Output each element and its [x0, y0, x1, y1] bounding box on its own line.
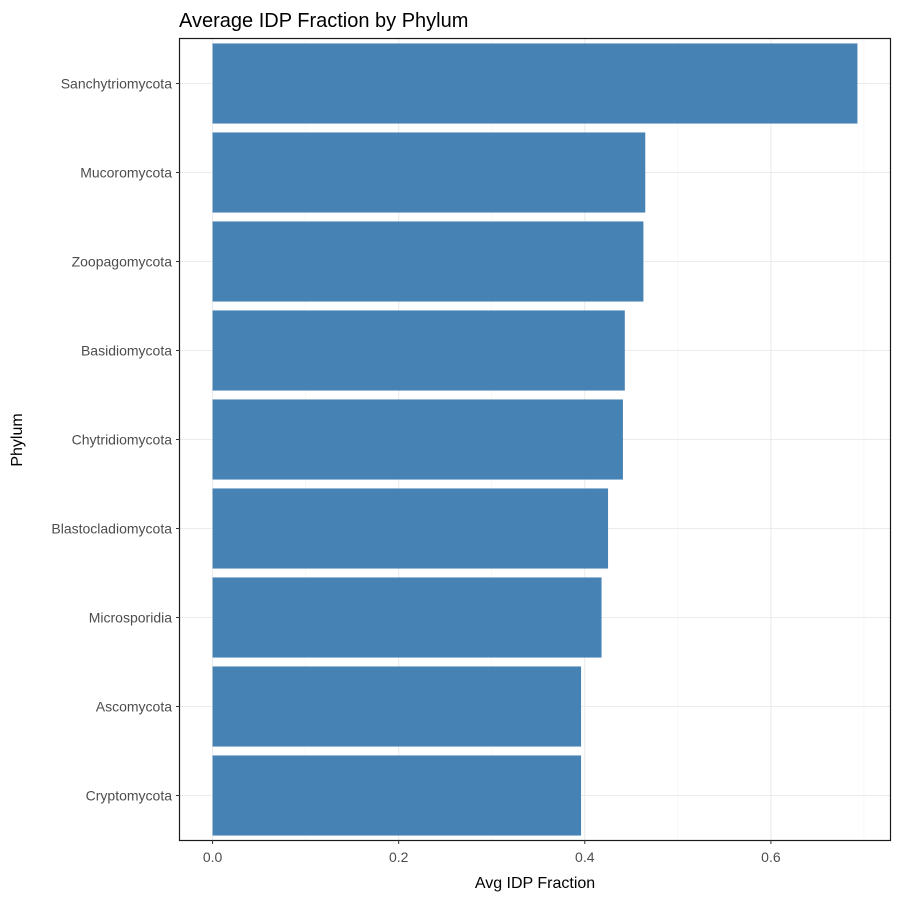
bar-microsporidia — [212, 577, 602, 658]
y-tick-label: Zoopagomycota — [72, 254, 173, 270]
bar-ascomycota — [212, 666, 582, 747]
x-tick-label: 0.2 — [389, 849, 409, 865]
x-tick-label: 0.0 — [203, 849, 223, 865]
y-tick-label: Chytridiomycota — [72, 432, 173, 448]
y-axis-title: Phylum — [9, 413, 26, 466]
bars — [212, 43, 858, 836]
x-axis-ticks: 0.0 0.2 0.4 0.6 — [203, 840, 781, 865]
bar-zoopagomycota — [212, 221, 644, 302]
y-tick-label: Sanchytriomycota — [61, 76, 172, 92]
y-tick-label: Microsporidia — [89, 610, 172, 626]
y-tick-label: Blastocladiomycota — [51, 521, 172, 537]
y-tick-label: Basidiomycota — [81, 343, 172, 359]
y-tick-label: Ascomycota — [96, 699, 172, 715]
chart-title: Average IDP Fraction by Phylum — [179, 10, 468, 32]
y-tick-label: Mucoromycota — [80, 165, 172, 181]
x-tick-label: 0.4 — [575, 849, 595, 865]
x-tick-label: 0.6 — [761, 849, 781, 865]
bar-chytridiomycota — [212, 399, 623, 480]
x-axis-title: Avg IDP Fraction — [475, 875, 595, 892]
bar-cryptomycota — [212, 755, 582, 836]
bar-basidiomycota — [212, 310, 625, 391]
bar-mucoromycota — [212, 132, 646, 213]
y-axis-ticks: Sanchytriomycota Mucoromycota Zoopagomycot… — [51, 76, 180, 804]
y-tick-label: Cryptomycota — [86, 788, 173, 804]
bar-sanchytriomycota — [212, 43, 858, 124]
bar-blastocladiomycota — [212, 488, 609, 569]
